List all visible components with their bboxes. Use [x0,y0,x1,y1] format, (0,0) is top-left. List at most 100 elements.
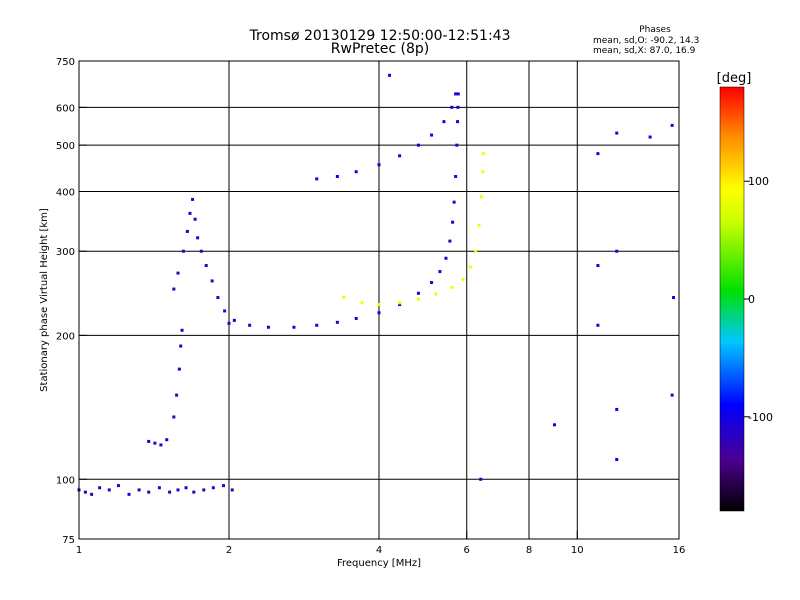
echo-point [615,457,619,461]
echo-point [360,301,364,305]
echo-point [452,200,456,204]
echo-point [196,236,200,240]
echo-point [552,423,556,427]
colorbar-ticks: 100 0 -100 [744,175,773,424]
echo-point [335,174,339,178]
echo-point [416,291,420,295]
echo-point [315,177,319,181]
x-tick-label: 10 [571,545,584,556]
echo-point [448,239,452,243]
echo-point [223,309,227,313]
echo-point [192,490,196,494]
echo-point [188,211,192,215]
echo-point [596,264,600,268]
y-tick-label: 400 [56,187,75,198]
chart-subtitle: RwPretec (8p) [331,41,429,57]
echo-point [222,484,226,488]
echo-point [377,303,381,307]
echo-point [615,131,619,135]
echo-point [147,439,151,443]
y-axis-label: Stationary phase Virtual Height [km] [39,208,50,392]
echo-point [479,477,483,481]
x-tick-label: 8 [526,545,532,556]
y-tick-label: 600 [56,103,75,114]
y-tick-label: 750 [56,57,75,68]
echo-point [377,163,381,167]
echo-point [98,486,102,490]
colorbar-label: [deg] [717,71,752,86]
echo-point [193,217,197,221]
echo-point [172,287,176,291]
x-tick-label: 2 [226,545,232,556]
echo-point [157,486,161,490]
echo-point [388,73,392,77]
echo-point [430,281,434,285]
y-tick-label: 200 [56,331,75,342]
echo-point [137,488,141,492]
echo-point [354,170,358,174]
echo-point [342,296,346,300]
colorbar-tick-label: -100 [748,411,773,424]
echo-point [461,277,465,281]
echo-point [175,393,179,397]
echo-point [398,154,402,158]
echo-point [179,344,183,348]
echo-point [615,249,619,253]
echo-point [185,229,189,233]
echo-point [172,415,176,419]
x-tick-label: 4 [376,545,382,556]
echo-point [442,120,446,124]
echo-point [199,249,203,253]
stats-line-x: mean, sd,X: 87.0, 16.9 [593,46,696,56]
echo-point [230,488,234,492]
echo-point [177,367,181,371]
echo-point [248,323,252,327]
echo-point [211,486,215,490]
echo-point [481,152,485,156]
echo-point [127,492,131,496]
echo-point [434,292,438,296]
echo-point [456,92,460,96]
echo-point [450,105,454,109]
echo-point [116,484,120,488]
echo-point [227,321,231,325]
echo-point [596,323,600,327]
echo-point [450,285,454,289]
echo-point [479,195,483,199]
y-tick-label: 100 [56,475,75,486]
echo-point [456,105,460,109]
echo-points [77,73,676,496]
echo-point [202,488,206,492]
echo-point [456,120,460,124]
echo-point [670,393,674,397]
echo-point [454,174,458,178]
echo-point [232,318,236,322]
y-tick-label: 500 [56,141,75,152]
echo-point [477,223,481,227]
chart-title: Tromsø 20130129 12:50:00-12:51:43 [249,28,511,44]
echo-point [153,441,157,445]
x-axis-label: Frequency [MHz] [337,558,421,569]
echo-point [377,311,381,315]
echo-point [454,92,458,96]
y-tick-label: 75 [62,535,75,546]
echo-point [468,265,472,269]
echo-point [416,143,420,147]
echo-point [181,249,185,253]
colorbar-tick-label: 100 [748,175,769,188]
echo-point [474,249,478,253]
echo-point [335,320,339,324]
echo-point [672,296,676,300]
stats-heading: Phases [639,25,671,35]
echo-point [455,143,459,147]
echo-point [176,488,180,492]
axis-ticks: 1 2 4 6 8 10 16 75 100 200 300 400 500 600 750 [56,57,685,556]
echo-point [615,407,619,411]
x-tick-label: 16 [673,545,686,556]
echo-point [648,135,652,139]
x-tick-label: 6 [464,545,470,556]
echo-point [292,325,296,329]
echo-point [315,323,319,327]
echo-point [398,301,402,305]
